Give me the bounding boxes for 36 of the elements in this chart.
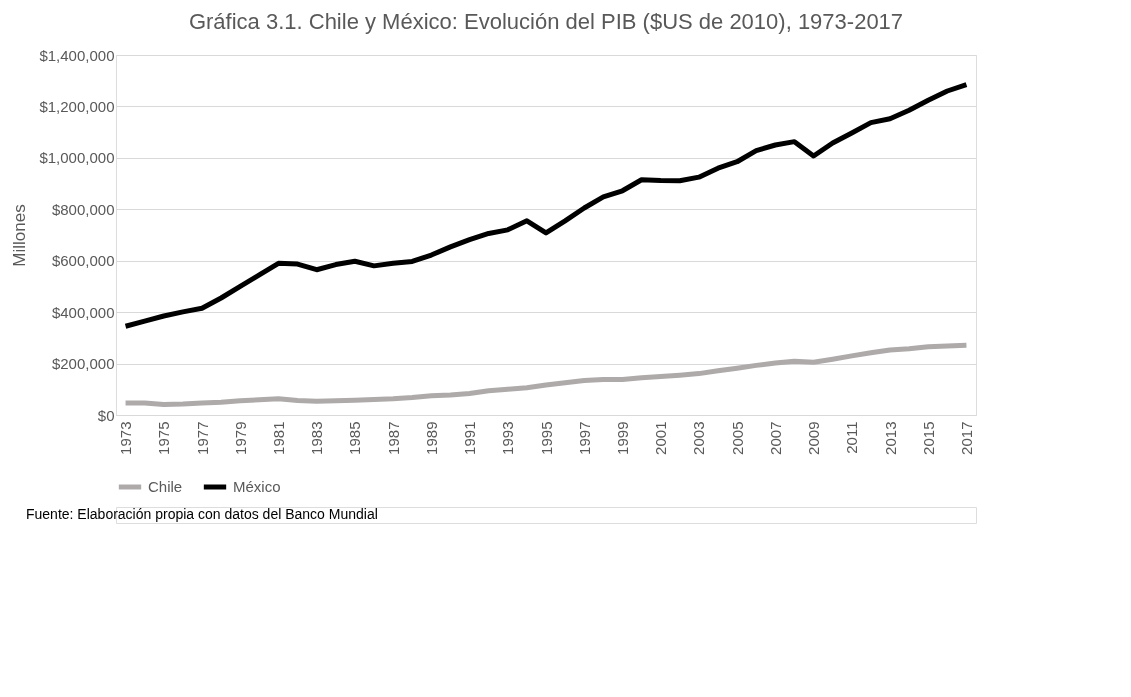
x-tick-label: 1975 bbox=[155, 421, 173, 455]
legend-label: Chile bbox=[148, 478, 183, 495]
y-tick-label: $400,000 bbox=[51, 303, 115, 321]
source-note: Fuente: Elaboración propia con datos del Banco Mundial bbox=[26, 506, 378, 522]
x-tick-label: 2003 bbox=[690, 421, 708, 455]
x-tick-label: 2017 bbox=[957, 421, 975, 455]
y-tick-label: $0 bbox=[97, 406, 115, 424]
x-tick-label: 1973 bbox=[117, 421, 135, 455]
x-tick-label: 1989 bbox=[422, 421, 440, 455]
x-tick-label: 2011 bbox=[843, 421, 861, 454]
x-tick-label: 1979 bbox=[231, 421, 249, 455]
x-tick-label: 2001 bbox=[652, 421, 670, 455]
x-tick-label: 1991 bbox=[461, 421, 479, 455]
legend-label: México bbox=[233, 478, 281, 495]
y-tick-label: $200,000 bbox=[51, 355, 115, 373]
x-tick-label: 1999 bbox=[613, 421, 631, 455]
x-tick-label: 2009 bbox=[805, 421, 823, 455]
x-tick-label: 1987 bbox=[384, 421, 402, 455]
x-tick-label: 2007 bbox=[766, 421, 784, 455]
y-tick-label: $1,400,000 bbox=[39, 46, 115, 64]
y-tick-label: $600,000 bbox=[51, 252, 115, 270]
x-tick-label: 2015 bbox=[919, 421, 937, 455]
chart-title: Gráfica 3.1. Chile y México: Evolución del PIB ($US de 2010), 1973-2017 bbox=[188, 9, 904, 34]
x-tick-label: 1983 bbox=[308, 421, 326, 455]
x-tick-label: 2013 bbox=[881, 421, 899, 455]
y-tick-label: $1,200,000 bbox=[39, 97, 115, 115]
y-axis-title: Millones bbox=[10, 204, 30, 267]
x-tick-label: 1977 bbox=[193, 421, 211, 455]
y-tick-label: $1,000,000 bbox=[39, 149, 115, 167]
x-tick-label: 1997 bbox=[575, 421, 593, 455]
x-tick-label: 1995 bbox=[537, 421, 555, 455]
x-tick-label: 1985 bbox=[346, 421, 364, 455]
x-tick-label: 1981 bbox=[269, 421, 287, 455]
x-tick-label: 2005 bbox=[728, 421, 746, 455]
x-tick-label: 1993 bbox=[499, 421, 517, 455]
y-tick-label: $800,000 bbox=[51, 200, 115, 218]
